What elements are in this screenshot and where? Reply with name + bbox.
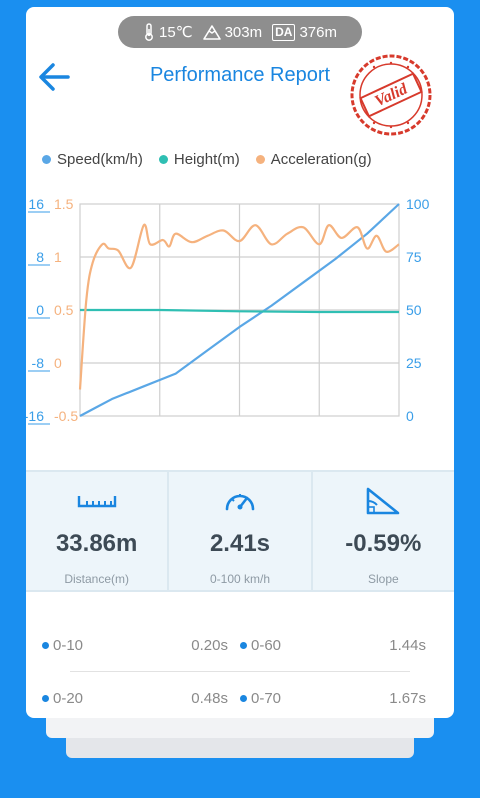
bullet-dot: [240, 694, 247, 702]
conditions-pill: 15℃ 303m DA 376m: [118, 16, 362, 48]
density-altitude-readout: DA 376m: [272, 23, 337, 41]
slope-icon: [365, 486, 401, 516]
series-line-height: [80, 308, 399, 314]
split-cell-0-70: 0-70 1.67s: [240, 690, 438, 707]
valid-stamp: Valid: [350, 54, 432, 136]
distance-value: 33.86m: [55, 530, 138, 557]
split-time: 0.20s: [191, 636, 228, 654]
split-time: 1.67s: [389, 689, 426, 707]
split-time: 0.48s: [191, 689, 228, 707]
legend-speed-label: Speed(km/h): [57, 151, 143, 168]
split-cell-0-60: 0-60 1.44s: [240, 637, 438, 654]
acceleration-time-label: 0-100 km/h: [209, 572, 270, 586]
acceleration-axis-tick-label: -0.5: [54, 408, 78, 424]
speed-axis-tick-label: 0: [406, 408, 414, 424]
split-range: 0-60: [251, 636, 282, 654]
altitude-readout: 303m: [202, 23, 263, 41]
speed-axis-tick-label: 75: [406, 249, 422, 265]
stats-panel: 33.86m Distance(m) 2.41s 0-100 km/h: [26, 470, 454, 592]
speed-axis-tick-label: 100: [406, 196, 430, 212]
acceleration-axis-tick-label: 0.5: [54, 302, 74, 318]
temperature-readout: 15℃: [143, 23, 193, 41]
legend-height: Height(m): [158, 151, 240, 168]
split-cell-0-10: 0-10 0.20s: [42, 637, 240, 654]
bullet-dot: [42, 694, 49, 702]
stat-slope: -0.59% Slope: [313, 472, 454, 590]
legend-height-label: Height(m): [173, 151, 240, 168]
distance-label: Distance(m): [64, 572, 129, 586]
bullet-dot: [240, 641, 247, 649]
split-times-list: 0-10 0.20s 0-60 1.44s 0-20 0.48s 0-70 1.…: [42, 619, 438, 718]
speed-axis-tick-label: 25: [406, 355, 422, 371]
chart-legend: Speed(km/h) Height(m) Acceleration(g): [42, 151, 372, 168]
acceleration-axis-tick-label: 1.5: [54, 196, 74, 212]
legend-dot-speed: [42, 155, 51, 164]
speed-axis-tick-label: 50: [406, 302, 422, 318]
performance-chart: 16 8 0 -8 -16 1.5 1 0.5 0 -0.5 100 75 50 25 0: [26, 196, 430, 425]
split-row: 0-10 0.20s 0-60 1.44s: [42, 619, 438, 671]
mountain-icon: [202, 25, 221, 40]
height-axis-tick-label: -8: [32, 355, 45, 371]
acceleration-time-value: 2.41s: [209, 530, 271, 557]
split-range: 0-10: [53, 636, 84, 654]
density-altitude-value: 376m: [299, 23, 337, 41]
stat-acceleration-time: 2.41s 0-100 km/h: [169, 472, 313, 590]
slope-value: -0.59%: [345, 530, 422, 557]
ruler-icon: [77, 486, 117, 516]
height-axis-tick-label: -16: [26, 408, 44, 424]
legend-acceleration-label: Acceleration(g): [270, 151, 372, 168]
legend-dot-height: [158, 155, 168, 164]
height-axis-tick-label: 16: [28, 196, 44, 212]
height-axis-tick-label: 0: [36, 302, 44, 318]
split-range: 0-20: [53, 689, 84, 707]
thermometer-icon: [145, 23, 153, 41]
slope-label: Slope: [367, 572, 399, 586]
stat-distance: 33.86m Distance(m): [26, 472, 170, 590]
speedometer-icon: [223, 486, 257, 516]
report-card: 15℃ 303m DA 376m Performance Report Vali…: [26, 7, 454, 718]
split-range: 0-70: [251, 689, 282, 707]
legend-dot-acceleration: [255, 155, 265, 164]
height-axis-tick-label: 8: [36, 249, 44, 265]
altitude-value: 303m: [224, 23, 263, 41]
split-row: 0-20 0.48s 0-70 1.67s: [42, 672, 438, 718]
legend-speed: Speed(km/h): [42, 151, 143, 168]
row-divider: [70, 671, 410, 672]
series-line-speed: [79, 203, 400, 417]
acceleration-axis-tick-label: 1: [54, 249, 62, 265]
page-title: Performance Report: [149, 64, 331, 86]
split-cell-0-20: 0-20 0.48s: [42, 690, 240, 707]
da-badge: DA: [272, 23, 296, 41]
back-button[interactable]: [36, 59, 72, 95]
series-line-acceleration: [78, 223, 400, 390]
legend-acceleration: Acceleration(g): [255, 151, 372, 168]
split-time: 1.44s: [389, 636, 426, 654]
temperature-value: 15℃: [159, 24, 193, 41]
bullet-dot: [42, 641, 49, 649]
acceleration-axis-tick-label: 0: [54, 355, 62, 371]
back-arrow-icon: [39, 63, 70, 91]
